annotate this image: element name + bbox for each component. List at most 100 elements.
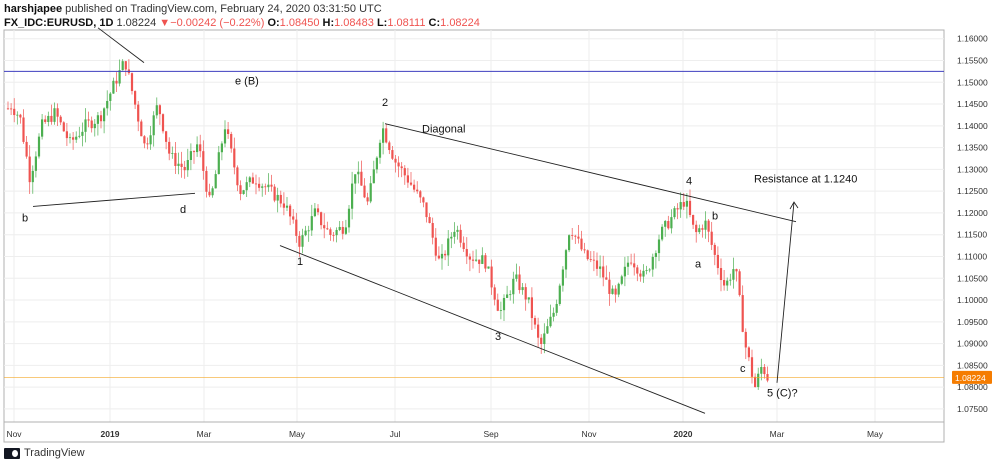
- candle-body: [757, 373, 760, 388]
- candle-body: [626, 262, 630, 267]
- candle-body: [440, 253, 444, 259]
- candle-body: [304, 230, 307, 236]
- change-down-icon: ▼: [159, 17, 171, 29]
- candle-body: [16, 114, 19, 116]
- candle-body: [351, 183, 354, 209]
- candle-body: [84, 119, 87, 132]
- trendline: [32, 192, 196, 207]
- candle-body: [22, 117, 25, 142]
- wave-label: 1: [297, 256, 303, 268]
- candle-body: [134, 91, 137, 105]
- wave-label: b: [712, 210, 718, 222]
- candle-body: [688, 200, 692, 215]
- current-price-label: 1.08224: [955, 373, 986, 383]
- candle-body: [276, 194, 279, 201]
- candle-body: [25, 141, 28, 157]
- candle-body: [245, 182, 248, 191]
- candle-body: [589, 259, 592, 260]
- candle-body: [555, 303, 558, 313]
- candle-body: [558, 285, 561, 304]
- candle-body: [670, 217, 673, 229]
- candle-body: [428, 217, 431, 224]
- wave-label: a: [695, 258, 702, 270]
- candle-body: [431, 223, 434, 238]
- candle-body: [137, 104, 140, 122]
- candle-body: [121, 61, 124, 71]
- candle-body: [254, 183, 258, 185]
- candle-body: [59, 116, 62, 123]
- candle-body: [595, 260, 599, 269]
- candle-body: [320, 212, 323, 226]
- candle-body: [37, 136, 41, 157]
- arrowhead-icon: [789, 201, 799, 210]
- candle-body: [437, 255, 440, 259]
- candle-body: [165, 131, 168, 142]
- candle-body: [44, 119, 47, 122]
- candle-body: [372, 169, 375, 184]
- candle-body: [208, 191, 211, 196]
- candle-body: [124, 61, 127, 70]
- author-name: harshjapee: [4, 3, 63, 15]
- candle-body: [146, 143, 149, 145]
- candle-body: [648, 269, 651, 271]
- candle-body: [487, 266, 490, 269]
- candle-body: [199, 144, 202, 152]
- wave-label: e (B): [235, 75, 259, 87]
- candle-body: [475, 259, 478, 261]
- candle-body: [747, 347, 750, 358]
- candle-body: [524, 287, 527, 300]
- candle-body: [654, 253, 657, 257]
- candle-body: [344, 227, 347, 234]
- x-tick-label: 2019: [101, 429, 120, 439]
- wave-label: 5 (C)?: [767, 388, 798, 400]
- candle-body: [13, 108, 16, 116]
- candle-body: [72, 137, 75, 140]
- candle-body: [118, 70, 121, 84]
- candle-body: [732, 269, 735, 280]
- candle-body: [264, 186, 267, 188]
- candle-body: [62, 122, 65, 132]
- candle-body: [614, 288, 617, 295]
- y-tick-label: 1.12000: [957, 208, 988, 218]
- candle-body: [174, 153, 177, 166]
- candle-body: [679, 202, 682, 210]
- candle-body: [484, 255, 487, 269]
- candle-body: [261, 186, 264, 188]
- candle-body: [605, 277, 608, 280]
- candle-body: [750, 357, 754, 377]
- candle-body: [406, 175, 409, 183]
- candle-body: [289, 205, 292, 217]
- y-tick-label: 1.09500: [957, 317, 988, 327]
- candle-body: [506, 294, 509, 298]
- candle-body: [723, 280, 726, 286]
- candle-body: [530, 297, 533, 319]
- candle-body: [710, 231, 713, 245]
- x-tick-label: May: [289, 429, 306, 439]
- candle-body: [537, 324, 540, 338]
- wave-label: Resistance at 1.1240: [754, 173, 857, 185]
- candle-body: [760, 366, 763, 374]
- candle-body: [639, 273, 642, 277]
- candle-body: [329, 229, 332, 235]
- candle-body: [273, 186, 276, 201]
- symbol-ohlc-line: FX_IDC:EURUSD, 1D 1.08224 ▼−0.00242 (−0.…: [4, 17, 480, 29]
- candle-body: [214, 174, 217, 189]
- candle-body: [323, 225, 326, 229]
- candle-body: [719, 268, 723, 281]
- candle-body: [403, 168, 406, 176]
- candle-body: [447, 238, 450, 256]
- y-tick-label: 1.13500: [957, 143, 988, 153]
- candle-body: [729, 279, 732, 281]
- candle-body: [96, 115, 99, 124]
- publication-info: published on TradingView.com, February 2…: [65, 3, 382, 15]
- candle-body: [115, 80, 118, 84]
- candle-body: [227, 129, 230, 134]
- candle-body: [285, 205, 289, 208]
- candle-body: [552, 312, 555, 317]
- candle-body: [509, 294, 512, 296]
- candle-body: [338, 226, 341, 230]
- y-tick-label: 1.16000: [957, 34, 988, 44]
- low-label: L:: [376, 17, 388, 29]
- candle-body: [99, 115, 103, 122]
